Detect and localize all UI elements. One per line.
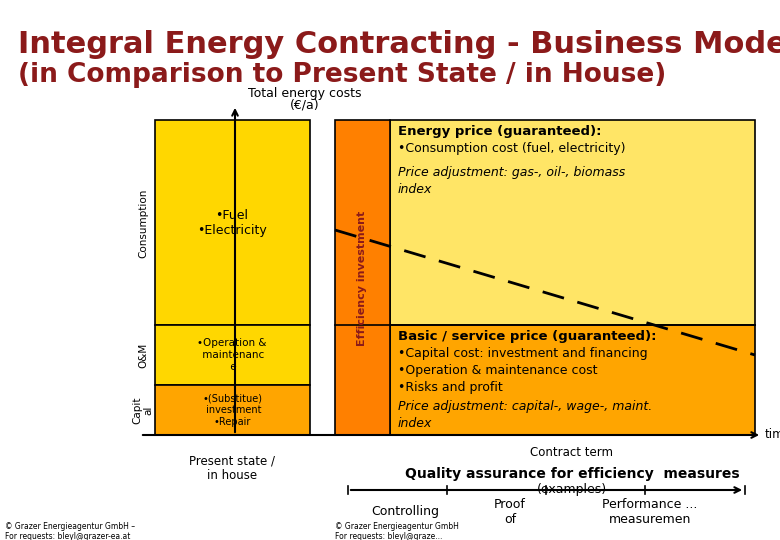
Text: •Capital cost: investment and financing: •Capital cost: investment and financing [398, 347, 647, 360]
Text: •Fuel
•Electricity: •Fuel •Electricity [197, 209, 267, 237]
Text: index: index [398, 183, 432, 196]
Text: (€/a): (€/a) [290, 99, 320, 112]
Text: •Operation &
 maintenanc
 e: •Operation & maintenanc e [197, 339, 267, 372]
Text: Integral Energy Contracting - Business Model: Integral Energy Contracting - Business M… [18, 30, 780, 59]
Text: Efficiency investment: Efficiency investment [357, 211, 367, 346]
Text: O&M: O&M [138, 342, 148, 368]
Text: •(Substitue)
 investment
•Repair: •(Substitue) investment •Repair [202, 394, 262, 427]
Text: Consumption: Consumption [138, 188, 148, 258]
Text: index: index [398, 417, 432, 430]
Bar [335, 120, 390, 435]
Text: Energy price (guaranteed):: Energy price (guaranteed): [398, 125, 601, 138]
Text: Price adjustment: gas-, oil-, biomass: Price adjustment: gas-, oil-, biomass [398, 166, 626, 179]
Text: Performance ...
measuremen: Performance ... measuremen [602, 498, 697, 526]
Text: •Operation & maintenance cost: •Operation & maintenance cost [398, 364, 597, 377]
Bar [155, 120, 310, 325]
Bar [390, 325, 755, 435]
Text: Quality assurance for efficiency  measures: Quality assurance for efficiency measure… [405, 467, 739, 481]
Bar [155, 385, 310, 435]
Text: time: time [765, 429, 780, 442]
Text: Capit
al: Capit al [132, 396, 154, 424]
Text: (in Comparison to Present State / in House): (in Comparison to Present State / in Hou… [18, 62, 666, 88]
Text: Total energy costs: Total energy costs [248, 87, 362, 100]
Text: Price adjustment: capital-, wage-, maint.: Price adjustment: capital-, wage-, maint… [398, 400, 652, 413]
Text: Controlling: Controlling [371, 505, 439, 518]
Text: © Grazer Energieagentur GmbH
For requests: bleyl@graze...: © Grazer Energieagentur GmbH For request… [335, 522, 459, 540]
Text: •Consumption cost (fuel, electricity): •Consumption cost (fuel, electricity) [398, 142, 626, 155]
Text: (examples): (examples) [537, 483, 607, 496]
Text: Proof
of: Proof of [494, 498, 526, 526]
Bar [335, 228, 390, 260]
Text: Basic / service price (guaranteed):: Basic / service price (guaranteed): [398, 330, 657, 343]
Bar [390, 120, 755, 325]
Bar [155, 325, 310, 385]
Text: •Risks and profit: •Risks and profit [398, 381, 503, 394]
Text: Contract term: Contract term [530, 446, 614, 458]
Text: Present state /
in house: Present state / in house [189, 454, 275, 482]
Text: © Grazer Energieagentur GmbH –
For requests: bleyl@grazer-ea.at: © Grazer Energieagentur GmbH – For reque… [5, 522, 135, 540]
